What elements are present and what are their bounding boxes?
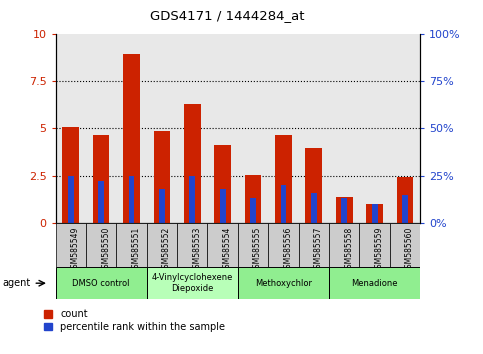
Bar <box>189 176 195 223</box>
Bar <box>298 223 329 267</box>
Bar <box>147 223 177 267</box>
Text: GSM585560: GSM585560 <box>405 227 414 273</box>
Bar <box>220 189 226 223</box>
Text: Methoxychlor: Methoxychlor <box>255 279 312 288</box>
Text: GSM585559: GSM585559 <box>375 227 384 273</box>
Bar <box>250 198 256 223</box>
Text: DMSO control: DMSO control <box>72 279 130 288</box>
Bar <box>397 177 413 223</box>
Text: GSM585554: GSM585554 <box>223 227 232 273</box>
Bar <box>329 223 359 267</box>
Bar <box>184 104 200 223</box>
Bar <box>268 223 298 267</box>
Bar <box>68 176 74 223</box>
Text: GSM585558: GSM585558 <box>344 227 353 273</box>
Bar <box>116 223 147 267</box>
Bar <box>305 148 322 223</box>
Bar <box>341 198 347 223</box>
Bar <box>329 267 420 299</box>
Text: 4-Vinylcyclohexene
Diepoxide: 4-Vinylcyclohexene Diepoxide <box>152 274 233 293</box>
Bar <box>93 135 110 223</box>
Bar <box>123 55 140 223</box>
Text: GSM585556: GSM585556 <box>284 227 293 273</box>
Bar <box>359 223 390 267</box>
Text: GSM585555: GSM585555 <box>253 227 262 273</box>
Bar <box>98 181 104 223</box>
Text: Menadione: Menadione <box>351 279 398 288</box>
Bar <box>275 135 292 223</box>
Bar <box>159 189 165 223</box>
Text: GSM585553: GSM585553 <box>192 227 201 273</box>
Bar <box>154 131 170 223</box>
Bar <box>372 204 378 223</box>
Bar <box>128 176 134 223</box>
Legend: count, percentile rank within the sample: count, percentile rank within the sample <box>43 309 225 332</box>
Text: GDS4171 / 1444284_at: GDS4171 / 1444284_at <box>150 9 304 22</box>
Bar <box>336 198 353 223</box>
Text: GSM585549: GSM585549 <box>71 227 80 273</box>
Bar <box>311 193 317 223</box>
Bar <box>86 223 116 267</box>
Bar <box>62 127 79 223</box>
Bar <box>390 223 420 267</box>
Bar <box>56 267 147 299</box>
Bar <box>177 223 208 267</box>
Text: GSM585551: GSM585551 <box>131 227 141 273</box>
Bar <box>208 223 238 267</box>
Bar <box>56 223 86 267</box>
Text: agent: agent <box>3 278 31 288</box>
Bar <box>402 195 408 223</box>
Bar <box>245 175 261 223</box>
Text: GSM585550: GSM585550 <box>101 227 110 273</box>
Bar <box>281 185 286 223</box>
Bar <box>214 145 231 223</box>
Bar <box>147 267 238 299</box>
Text: GSM585557: GSM585557 <box>314 227 323 273</box>
Bar <box>238 267 329 299</box>
Bar <box>238 223 268 267</box>
Text: GSM585552: GSM585552 <box>162 227 171 273</box>
Bar <box>366 204 383 223</box>
